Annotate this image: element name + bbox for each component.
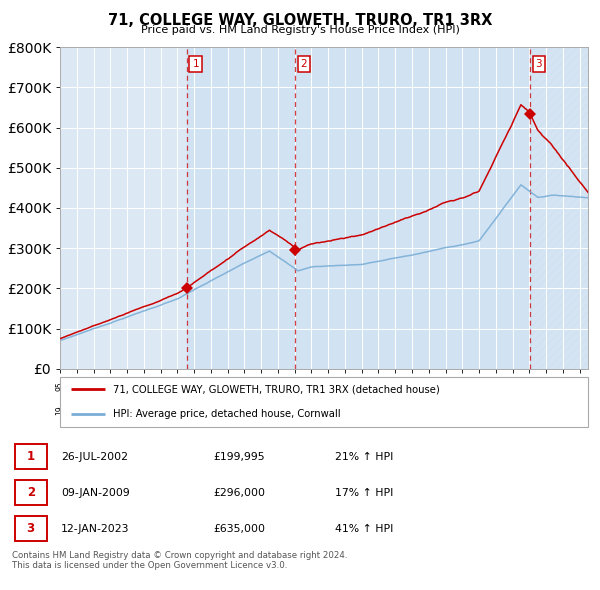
Text: 20: 20: [173, 406, 182, 415]
Bar: [295, 47, 530, 369]
Text: 13: 13: [357, 382, 366, 391]
Text: 20: 20: [407, 406, 416, 415]
Text: 20: 20: [357, 406, 366, 415]
Text: 16: 16: [407, 382, 416, 391]
Text: 20: 20: [290, 406, 299, 415]
Text: 20: 20: [274, 406, 283, 415]
Text: 21: 21: [491, 382, 500, 391]
Text: 11: 11: [323, 382, 332, 391]
Text: 12: 12: [340, 382, 349, 391]
Text: 97: 97: [89, 382, 98, 391]
Text: 99: 99: [122, 382, 131, 391]
Text: 20: 20: [223, 406, 232, 415]
Text: £199,995: £199,995: [214, 452, 265, 462]
Text: 09: 09: [290, 382, 299, 391]
Text: 20: 20: [156, 406, 165, 415]
Text: 15: 15: [391, 382, 400, 391]
Text: 18: 18: [441, 382, 450, 391]
Text: 10: 10: [307, 382, 316, 391]
Text: 2: 2: [301, 58, 307, 68]
Text: HPI: Average price, detached house, Cornwall: HPI: Average price, detached house, Corn…: [113, 409, 340, 419]
Text: 19: 19: [89, 406, 98, 415]
Text: 95: 95: [55, 382, 64, 391]
Text: 19: 19: [122, 406, 131, 415]
Text: 20: 20: [307, 406, 316, 415]
Text: 20: 20: [575, 406, 584, 415]
Text: 20: 20: [542, 406, 551, 415]
Text: 20: 20: [190, 406, 199, 415]
Text: 04: 04: [206, 382, 215, 391]
Text: 06: 06: [240, 382, 249, 391]
Text: 00: 00: [139, 382, 148, 391]
Text: 20: 20: [458, 406, 467, 415]
Text: 24: 24: [542, 382, 551, 391]
Bar: [530, 47, 588, 369]
Text: Contains HM Land Registry data © Crown copyright and database right 2024.
This d: Contains HM Land Registry data © Crown c…: [12, 551, 347, 570]
Text: 20: 20: [475, 406, 484, 415]
Text: 19: 19: [106, 406, 115, 415]
Text: 3: 3: [536, 58, 542, 68]
Text: 20: 20: [240, 406, 249, 415]
Text: £296,000: £296,000: [214, 488, 266, 497]
FancyBboxPatch shape: [15, 444, 47, 469]
Text: 02: 02: [173, 382, 182, 391]
Text: 20: 20: [491, 406, 500, 415]
Text: 12-JAN-2023: 12-JAN-2023: [61, 523, 130, 533]
Text: 20: 20: [559, 406, 568, 415]
Text: 20: 20: [323, 406, 332, 415]
Bar: [187, 47, 295, 369]
Text: 20: 20: [257, 406, 266, 415]
Text: £635,000: £635,000: [214, 523, 266, 533]
Text: 98: 98: [106, 382, 115, 391]
Text: 05: 05: [223, 382, 232, 391]
Text: 01: 01: [156, 382, 165, 391]
Text: 20: 20: [374, 406, 383, 415]
Text: 3: 3: [26, 522, 35, 535]
Text: 14: 14: [374, 382, 383, 391]
Text: 26: 26: [575, 382, 584, 391]
Text: 19: 19: [458, 382, 467, 391]
Text: 25: 25: [559, 382, 568, 391]
Text: 20: 20: [340, 406, 349, 415]
Text: 22: 22: [508, 382, 517, 391]
Text: 26-JUL-2002: 26-JUL-2002: [61, 452, 128, 462]
Text: 20: 20: [424, 406, 433, 415]
Text: 1: 1: [193, 58, 199, 68]
Text: 08: 08: [274, 382, 283, 391]
Text: 21% ↑ HPI: 21% ↑ HPI: [335, 452, 393, 462]
Text: 20: 20: [525, 406, 534, 415]
Text: 17: 17: [424, 382, 433, 391]
Text: 17% ↑ HPI: 17% ↑ HPI: [335, 488, 393, 497]
Text: 41% ↑ HPI: 41% ↑ HPI: [335, 523, 393, 533]
Text: 71, COLLEGE WAY, GLOWETH, TRURO, TR1 3RX (detached house): 71, COLLEGE WAY, GLOWETH, TRURO, TR1 3RX…: [113, 384, 440, 394]
FancyBboxPatch shape: [15, 516, 47, 541]
Text: 07: 07: [257, 382, 266, 391]
FancyBboxPatch shape: [60, 377, 588, 427]
Text: 20: 20: [441, 406, 450, 415]
Text: 96: 96: [72, 382, 81, 391]
Text: 23: 23: [525, 382, 534, 391]
Text: 20: 20: [508, 406, 517, 415]
Text: 09-JAN-2009: 09-JAN-2009: [61, 488, 130, 497]
Text: 19: 19: [55, 406, 64, 415]
Text: 20: 20: [206, 406, 215, 415]
Text: Price paid vs. HM Land Registry's House Price Index (HPI): Price paid vs. HM Land Registry's House …: [140, 25, 460, 35]
FancyBboxPatch shape: [15, 480, 47, 505]
Text: 20: 20: [391, 406, 400, 415]
Text: 19: 19: [72, 406, 81, 415]
Text: 71, COLLEGE WAY, GLOWETH, TRURO, TR1 3RX: 71, COLLEGE WAY, GLOWETH, TRURO, TR1 3RX: [108, 13, 492, 28]
Text: 1: 1: [26, 450, 35, 463]
Text: 20: 20: [475, 382, 484, 391]
Text: 03: 03: [190, 382, 199, 391]
Text: 2: 2: [26, 486, 35, 499]
Text: 20: 20: [139, 406, 148, 415]
